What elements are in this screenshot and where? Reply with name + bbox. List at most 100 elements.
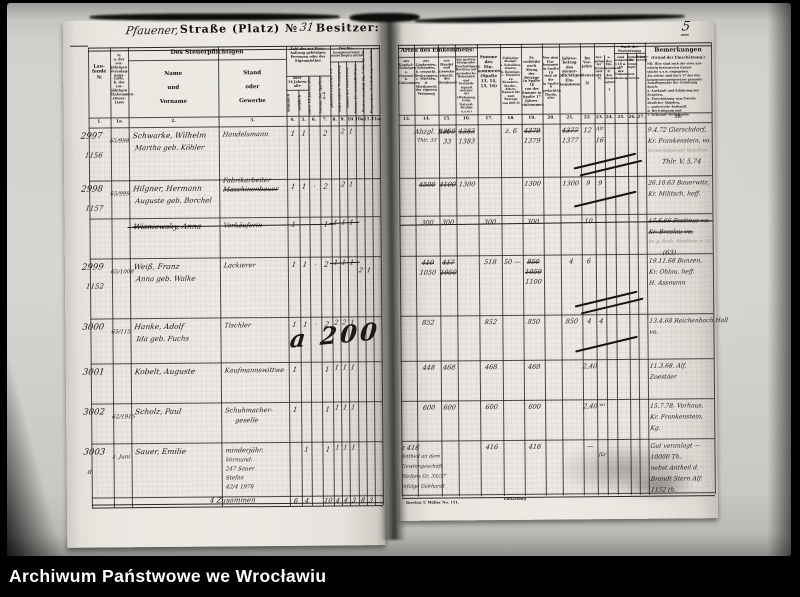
handwritten-value: 6 [586,257,592,266]
handwritten-value: 1 [350,403,357,412]
remark-line: 13.4.68 Reichenbach Hall [648,317,729,325]
header-col13: aus Kapital- Vermögen a. Verzinsl. b. Ei… [398,58,420,85]
row-journal-number: 65/998 [109,138,130,145]
column-number: 24. [605,113,614,119]
title-rule [69,45,88,47]
handwritten-value: 410 [421,258,435,267]
column-number: 11. [363,115,371,121]
handwritten-value: vo [598,402,606,409]
street-label-printed: Straße (Platz) № [179,21,299,36]
row-number: 3003 [82,447,106,458]
handwritten-value: 600 [484,403,499,412]
handwritten-value: 50 — [503,257,522,267]
handwritten-value: z. 6 [504,126,518,135]
row-number: 3000 [81,322,105,333]
handwritten-value: 9 [597,179,603,188]
handwritten-value: 1 [348,180,355,189]
handwritten-value: 33 [442,137,452,146]
handwritten-value: 1050 [419,268,437,277]
column-number: 1. [97,118,102,124]
column-number: 6. [311,116,317,122]
header-col17-summe: Summe des Ein- kommens (Spalte 13, 14, 1… [477,54,501,89]
column-number: 8. [332,115,337,121]
column-number: 22. [583,113,592,119]
remark-line: H. Assmann [648,279,687,287]
row-prior-number: 1156 [84,151,104,160]
handwritten-value: 416 [485,443,499,452]
street-name-handwritten: Pfauener, [124,23,180,38]
remark-line: nebst Antheil d. [650,464,700,472]
column-number: 9. [340,115,346,121]
header-col22-vorjahr: Im Vor- jahre Steuersatz ℳ [580,56,602,86]
person-name: Hilgner, Hermann [132,183,203,194]
book-top-edge [89,13,340,21]
remark-line: Brandt Stern Alf. [650,475,703,483]
handwritten-value: Abzgl. 1 rt [414,127,450,136]
header-stand-gewerbe: Stand oder Gewerbe [239,70,266,104]
remark-line: 15.7.78. Vorhaus, [649,402,704,410]
handwritten-value: 417 [441,258,456,267]
remark-line: 1152 th. [650,486,677,494]
handwritten-value: Thlr. 33 [416,137,437,144]
column-number: 3. [250,116,255,122]
handwritten-value: 1 [292,365,298,374]
handwritten-value: 1 [348,127,354,136]
handwritten-value: 4 [586,317,592,326]
handwritten-value: 518 [483,258,498,267]
handwritten-value: 16 [595,136,605,145]
handwritten-value: infolge Gebhardt [401,484,445,490]
person-name: Kobelt, Auguste [134,366,196,377]
handwritten-value: 852 [421,318,436,327]
header-col16: aus gewinn- bringender Beschäftigung, Re… [455,57,481,113]
person-name: Hanke, Adolf [133,321,185,332]
handwritten-value: 600 [442,403,457,412]
handwritten-value: 852 [484,318,498,327]
row-prior-number: 1152 [85,282,105,291]
remark-line: Kr. Frankenstein, vo. [647,137,712,145]
handwritten-value: z 416 [400,443,420,452]
handwritten-value: 600 [422,403,436,412]
handwritten-value: 1377 [561,136,580,145]
remark-line: Kr. Militsch, heff. [647,190,702,198]
remark-line: Gut veranlagt — [649,442,701,450]
remark-line: 19.11.68 Bunzen, [648,257,703,265]
column-number: 27. [637,113,645,119]
column-number: 28. [674,112,683,119]
handwritten-value: 300 [483,218,497,227]
column-number: 11a. [371,115,382,121]
header-col15: aus Handel und Gewerbe einschl. des Berg… [438,58,458,85]
column-number: 21. [566,113,574,119]
handwritten-value: 4 [598,317,604,326]
handwritten-value: 4 [568,257,574,266]
column-number: 4. [290,116,295,122]
person-name: Sauer, Emilie [134,446,187,457]
handwritten-value: 1300 [523,179,542,188]
handwritten-value: 850 [527,317,541,326]
handwritten-value: 1300 [561,179,580,188]
row-number: 2998 [80,184,104,195]
spouse-name: Anna geb. Walke [135,274,196,284]
occupation: minderjähr. [224,446,265,455]
column-number: 10a. [355,115,366,121]
header-weiblich: weiblich [297,91,307,115]
row-journal-number: 65/1008 [110,269,135,276]
street-number-handwritten: 31 [298,20,315,34]
handwritten-value: 12 [583,126,593,135]
handwritten-value: — [586,442,595,451]
handwritten-value: 850 [565,317,579,326]
header-name-vorname: Name und Vorname [159,70,188,105]
column-number: 1a. [116,117,124,123]
handwritten-value: 468 [442,363,456,372]
handwritten-value: 2 [322,182,329,191]
occupation-struck: Maschinenbauer [222,184,279,194]
besitzer-label: Besitzer: [315,21,380,35]
guardian-note: 42/4 1976 [225,484,255,491]
header-col25: sind festgestellt § 19 u. 29 des Einkomm… [614,54,639,80]
grid-line [286,89,309,91]
handwritten-value: 4383 [457,127,476,136]
column-number: 13. [402,115,411,121]
remark-line: 9.4.72 Gierschdorf, [647,126,707,134]
handwritten-value: 1 [292,405,298,414]
handwritten-value: 2 [322,129,328,138]
header-bemerkungen-note: NB. Hier sind auch die etwa aus- wärtig … [647,61,703,117]
